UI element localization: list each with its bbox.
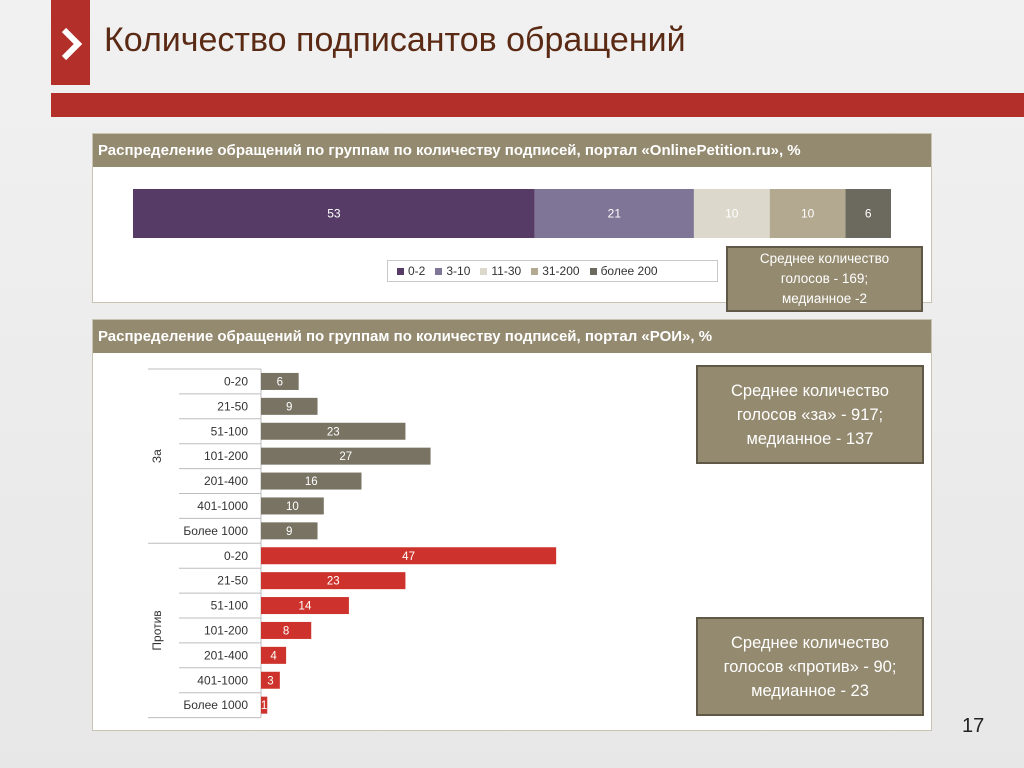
bar	[261, 646, 287, 664]
category-tick-label: 201-400	[204, 474, 248, 488]
legend-label: 11-30	[491, 264, 522, 278]
stack-segment	[534, 189, 694, 238]
stack-segment	[133, 189, 535, 238]
stack-value-label: 10	[801, 207, 815, 221]
bar-value-label: 9	[286, 526, 292, 538]
legend-item: 31-200	[531, 264, 580, 278]
bar	[261, 447, 431, 465]
roi-for-stats-box: Среднее количество голосов «за» - 917; мед…	[696, 365, 924, 464]
bar	[261, 671, 280, 689]
roi-panel-header: Распределение обращений по группам по ко…	[93, 320, 931, 353]
bar	[261, 422, 406, 440]
bar-value-label: 47	[402, 551, 415, 563]
legend-item: 0-2	[397, 264, 425, 278]
legend-swatch	[589, 267, 597, 275]
category-tick-label: 21-50	[217, 399, 248, 413]
category-tick-label: Более 1000	[183, 524, 248, 538]
legend-swatch	[397, 267, 404, 275]
bar-value-label: 9	[286, 401, 292, 413]
group-label: Против	[150, 610, 164, 650]
page-number: 17	[962, 715, 985, 737]
roi-against-stats-box: Среднее количество голосов «против» - 90;…	[696, 617, 924, 716]
stack-value-label: 53	[327, 207, 341, 221]
legend-item: более 200	[589, 264, 658, 278]
stack-value-label: 10	[725, 207, 739, 221]
legend-label: более 200	[600, 264, 658, 278]
legend-label: 3-10	[446, 264, 471, 278]
roi-against-stats-line: Среднее количество	[731, 633, 889, 652]
category-tick-label: 401-1000	[197, 673, 248, 687]
bar	[261, 372, 299, 390]
onlinepetition-stats-box: Среднее количество голосов - 169; медианно…	[726, 246, 923, 312]
roi-for-stats-line: голосов «за» - 917;	[736, 405, 884, 424]
group-label: За	[150, 449, 164, 463]
bar-value-label: 23	[327, 426, 340, 438]
onlinepetition-stats-line: Среднее количество	[759, 251, 890, 266]
bar-value-label: 23	[327, 576, 340, 588]
bar	[261, 597, 349, 615]
stack-segment	[769, 189, 846, 238]
roi-against-stats-line: голосов «против» - 90;	[723, 657, 897, 676]
title-underline-bar	[51, 93, 1024, 117]
category-tick-label: Более 1000	[183, 698, 248, 712]
roi-for-stats-line: Среднее количество	[731, 381, 889, 400]
category-tick-label: 21-50	[217, 574, 248, 588]
stack-segment	[693, 189, 770, 238]
bar-value-label: 4	[270, 650, 277, 662]
legend-label: 0-2	[408, 264, 426, 278]
title-accent-block	[51, 0, 90, 85]
chart-legend: 0-2 3-10 11-30 31-200 более 200	[387, 260, 718, 282]
category-tick-label: 0-20	[224, 374, 248, 388]
roi-against-stats-line: медианное - 23	[751, 681, 869, 700]
bar-value-label: 14	[299, 601, 312, 613]
bar-value-label: 3	[267, 675, 273, 687]
category-tick-label: 51-100	[211, 599, 249, 613]
bar-value-label: 6	[277, 376, 283, 388]
bar	[261, 522, 318, 540]
bar	[261, 497, 324, 515]
bar-value-label: 27	[339, 451, 352, 463]
legend-swatch	[531, 267, 539, 275]
onlinepetition-stats-line: голосов - 169;	[780, 271, 869, 286]
category-tick-label: 401-1000	[197, 499, 248, 513]
roi-for-stats-line: медианное - 137	[746, 429, 874, 448]
bar	[261, 472, 362, 490]
category-tick-label: 51-100	[211, 424, 249, 438]
category-tick-label: 101-200	[204, 449, 248, 463]
onlinepetition-panel-header: Распределение обращений по группам по ко…	[93, 134, 931, 167]
bar-value-label: 16	[305, 476, 318, 488]
stack-value-label: 6	[865, 207, 872, 221]
legend-label: 31-200	[542, 264, 580, 278]
legend-swatch	[480, 267, 488, 275]
onlinepetition-stats-line: медианное -2	[781, 291, 868, 306]
bar	[261, 397, 318, 415]
bar-value-label: 1	[261, 700, 267, 712]
legend-swatch	[435, 267, 443, 275]
bar-value-label: 10	[286, 501, 299, 513]
bar	[261, 621, 312, 639]
roi-bar-chart: За 0-20 6 21-50 9 51-100 23 101-200 27 201-400 16 4…	[148, 368, 557, 719]
bar-value-label: 8	[283, 625, 289, 637]
stack-segment	[845, 189, 891, 238]
stack-value-label: 21	[608, 207, 622, 221]
legend-item: 3-10	[435, 264, 470, 278]
bar	[261, 572, 406, 590]
category-tick-label: 201-400	[204, 648, 248, 662]
chevron-right-icon	[61, 27, 83, 61]
category-tick-label: 0-20	[224, 549, 248, 563]
stacked-bar-chart: 53 21 10 10 6	[133, 189, 891, 238]
bar	[261, 547, 557, 565]
onlinepetition-panel: Распределение обращений по группам по ко…	[92, 133, 932, 303]
slide-title: Количество подписантов обращений	[104, 21, 686, 59]
category-tick-label: 101-200	[204, 623, 248, 637]
bar	[261, 696, 268, 714]
legend-item: 11-30	[480, 264, 521, 278]
